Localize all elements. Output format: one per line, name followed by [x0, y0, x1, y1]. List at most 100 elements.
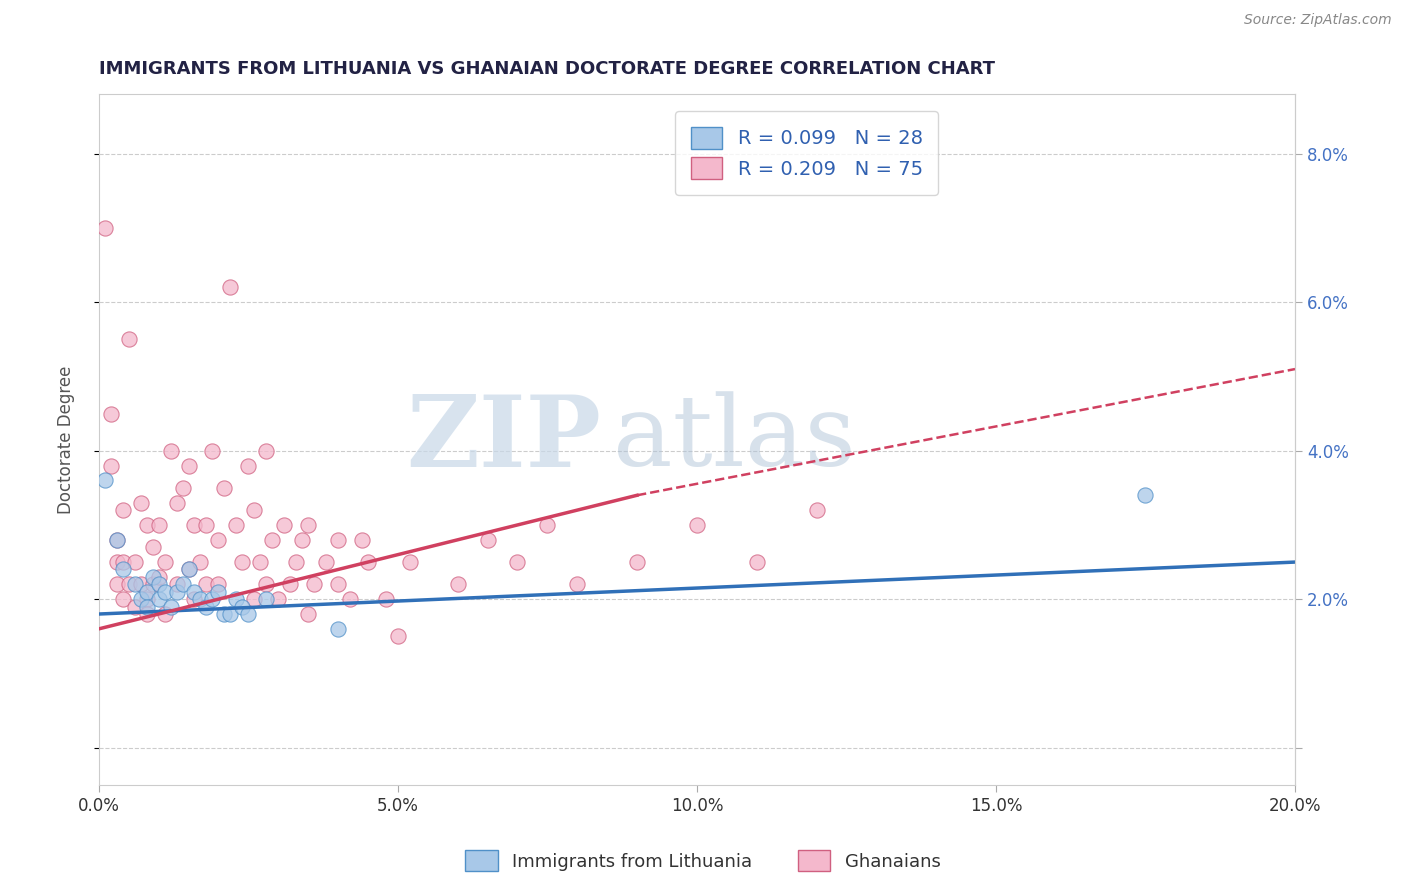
- Point: [238, 607, 260, 621]
- Point: [100, 407, 122, 421]
- Point: [285, 555, 308, 569]
- Point: [806, 503, 828, 517]
- Point: [326, 577, 349, 591]
- Point: [238, 458, 260, 473]
- Point: [231, 599, 253, 614]
- Text: ZIP: ZIP: [406, 391, 602, 488]
- Point: [254, 577, 277, 591]
- Point: [207, 584, 229, 599]
- Point: [326, 533, 349, 547]
- Point: [190, 555, 212, 569]
- Point: [105, 555, 128, 569]
- Point: [172, 577, 194, 591]
- Point: [142, 540, 165, 554]
- Point: [190, 592, 212, 607]
- Point: [225, 518, 247, 533]
- Point: [302, 577, 325, 591]
- Point: [231, 555, 253, 569]
- Point: [135, 584, 157, 599]
- Point: [183, 518, 205, 533]
- Point: [339, 592, 361, 607]
- Point: [567, 577, 589, 591]
- Point: [105, 533, 128, 547]
- Point: [148, 577, 170, 591]
- Point: [111, 503, 134, 517]
- Point: [166, 584, 188, 599]
- Point: [148, 570, 170, 584]
- Legend: Immigrants from Lithuania, Ghanaians: Immigrants from Lithuania, Ghanaians: [458, 843, 948, 879]
- Text: Source: ZipAtlas.com: Source: ZipAtlas.com: [1244, 13, 1392, 28]
- Point: [278, 577, 301, 591]
- Point: [291, 533, 314, 547]
- Point: [153, 555, 176, 569]
- Point: [447, 577, 470, 591]
- Point: [297, 607, 319, 621]
- Point: [357, 555, 380, 569]
- Point: [172, 481, 194, 495]
- Text: atlas: atlas: [613, 392, 856, 488]
- Point: [254, 592, 277, 607]
- Point: [153, 607, 176, 621]
- Point: [350, 533, 373, 547]
- Point: [135, 599, 157, 614]
- Point: [387, 629, 409, 643]
- Point: [243, 592, 266, 607]
- Point: [105, 577, 128, 591]
- Point: [273, 518, 295, 533]
- Point: [195, 518, 218, 533]
- Point: [105, 533, 128, 547]
- Point: [142, 577, 165, 591]
- Point: [506, 555, 529, 569]
- Point: [219, 607, 242, 621]
- Point: [177, 562, 200, 576]
- Point: [201, 592, 224, 607]
- Point: [129, 592, 152, 607]
- Point: [166, 577, 188, 591]
- Point: [183, 584, 205, 599]
- Text: IMMIGRANTS FROM LITHUANIA VS GHANAIAN DOCTORATE DEGREE CORRELATION CHART: IMMIGRANTS FROM LITHUANIA VS GHANAIAN DO…: [98, 60, 995, 78]
- Point: [153, 584, 176, 599]
- Point: [135, 607, 157, 621]
- Point: [129, 496, 152, 510]
- Point: [249, 555, 271, 569]
- Point: [100, 458, 122, 473]
- Point: [135, 518, 157, 533]
- Point: [177, 458, 200, 473]
- Point: [745, 555, 768, 569]
- Point: [148, 592, 170, 607]
- Point: [398, 555, 420, 569]
- Point: [195, 577, 218, 591]
- Point: [214, 481, 236, 495]
- Legend: R = 0.099   N = 28, R = 0.209   N = 75: R = 0.099 N = 28, R = 0.209 N = 75: [675, 112, 938, 194]
- Point: [626, 555, 648, 569]
- Point: [262, 533, 284, 547]
- Point: [166, 496, 188, 510]
- Point: [177, 562, 200, 576]
- Point: [267, 592, 290, 607]
- Point: [148, 518, 170, 533]
- Point: [111, 592, 134, 607]
- Point: [315, 555, 337, 569]
- Point: [207, 577, 229, 591]
- Point: [254, 443, 277, 458]
- Point: [297, 518, 319, 533]
- Point: [142, 570, 165, 584]
- Point: [111, 555, 134, 569]
- Point: [326, 622, 349, 636]
- Point: [159, 443, 181, 458]
- Point: [124, 599, 146, 614]
- Point: [201, 443, 224, 458]
- Point: [118, 577, 141, 591]
- Point: [207, 533, 229, 547]
- Point: [94, 474, 117, 488]
- Point: [1135, 488, 1157, 502]
- Point: [111, 562, 134, 576]
- Point: [219, 280, 242, 294]
- Point: [686, 518, 709, 533]
- Point: [214, 607, 236, 621]
- Point: [124, 577, 146, 591]
- Point: [195, 599, 218, 614]
- Point: [118, 332, 141, 346]
- Point: [159, 599, 181, 614]
- Y-axis label: Doctorate Degree: Doctorate Degree: [58, 366, 75, 514]
